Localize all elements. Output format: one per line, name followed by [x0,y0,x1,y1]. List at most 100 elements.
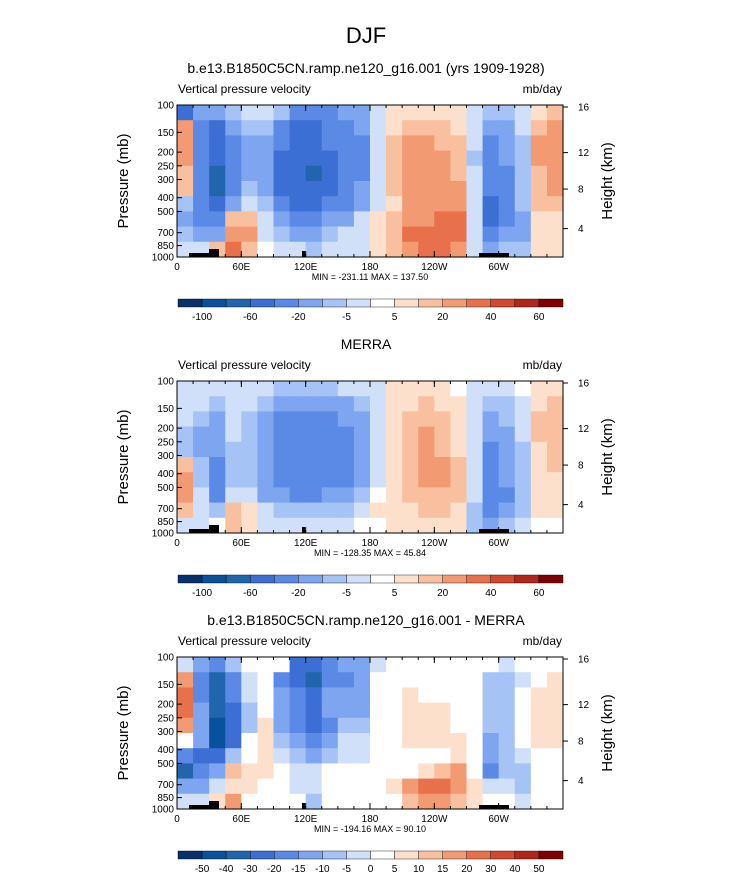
x-tick-label: 120E [294,262,318,273]
heatmap-cell [402,748,419,764]
heatmap-cell [321,748,339,764]
heatmap-cell [273,196,291,212]
heatmap-cell [482,381,500,397]
heatmap-cell [514,441,532,458]
heatmap-cell [514,487,532,504]
heatmap-cell [257,165,275,182]
heatmap-cell [305,763,323,780]
x-tick-label: 120E [294,814,318,825]
heatmap-cell [305,396,323,412]
colorbar-swatch [201,574,227,584]
heatmap-cell [337,105,355,121]
heatmap-cell [337,196,355,212]
terrain-mask [189,801,509,809]
colorbar-swatch [394,574,419,584]
heatmap-cell [450,105,468,121]
y-tick-label: 500 [157,207,174,218]
heatmap-cell [386,120,403,136]
heatmap-cell [482,211,500,228]
heatmap-cell [273,778,291,795]
heatmap-cell [530,487,548,504]
heatmap-cell [209,181,226,197]
y-tick-label: 250 [157,713,174,724]
heatmap-cell [482,457,500,473]
heatmap-cell [353,411,371,428]
heatmap-cell [514,717,532,734]
colorbar-swatch [466,850,492,860]
heatmap-cell [370,672,387,688]
heatmap-cell [386,748,403,764]
heatmap-cell [353,793,371,810]
heatmap-cell [482,717,500,734]
heatmap-cell [514,763,532,780]
heatmap-cell [530,687,548,704]
colorbar-label: 40 [485,588,497,599]
heatmap-cell [530,457,548,473]
heatmap-cell [353,778,371,795]
heatmap-cell [225,487,242,504]
heatmap-cell [209,778,226,795]
heatmap-cell [434,702,452,719]
heatmap-cell [273,181,291,197]
heatmap-cell [225,381,242,397]
heatmap-cell [177,426,194,443]
heatmap-cell [514,502,532,519]
heatmap-cell [434,120,452,136]
heatmap-cell [530,241,548,258]
heatmap-cell [193,120,210,136]
y-tick-label: 1000 [152,529,175,540]
heatmap-cell [530,181,548,197]
heatmap-cell [177,717,194,734]
heatmap-cell [546,517,564,534]
heatmap-cell [321,517,339,534]
heatmap-cell [386,426,403,443]
heatmap-cell [530,517,548,534]
y-tick-label: 1000 [152,805,175,816]
colorbar-swatch [466,298,492,308]
heatmap-cell [386,381,403,397]
heatmap-cell [530,502,548,519]
heatmap-cell [273,763,291,780]
colorbar-swatch [514,574,540,584]
heatmap-cell [402,196,419,212]
heatmap-cell [257,196,275,212]
heatmap-cell [321,472,339,488]
colorbar-label: 20 [437,312,449,323]
colorbar-label: -20 [267,864,282,873]
heatmap-cell [482,472,500,488]
heatmap-cell [418,396,435,412]
heatmap-cell [257,105,275,121]
heatmap-cell [466,717,484,734]
heatmap-cell [546,411,564,428]
colorbar-swatch [346,574,371,584]
heatmap-cell [337,733,355,749]
heatmap-cell [353,181,371,197]
heatmap-cell [225,196,242,212]
heatmap-cell [241,165,259,182]
heatmap-cell [370,396,387,412]
heatmap-cell [402,120,419,136]
heatmap-cell [321,702,339,719]
heatmap-cell [321,241,339,258]
heatmap-cell [209,441,226,458]
heatmap-cell [370,105,387,121]
heatmap-cell [418,457,435,473]
x-tick-label: 120E [294,538,318,549]
colorbar-swatch [394,850,419,860]
panel-right-label: mb/day [523,82,562,96]
heatmap-cell [225,502,242,519]
heatmap-cell [546,135,564,152]
heatmap-cell [498,226,516,243]
heatmap-cell [177,226,194,243]
heatmap-cell [450,241,468,258]
heatmap-cell [450,672,468,688]
heatmap-cell [514,426,532,443]
heatmap-cell [193,717,210,734]
heatmap-cell [321,487,339,504]
y2-tick-label: 8 [578,461,584,472]
heatmap-cell [289,702,307,719]
heatmap-cell [321,441,339,458]
panel-title: b.e13.B1850C5CN.ramp.ne120_g16.001 (yrs … [187,60,544,76]
y-tick-label: 850 [157,793,174,804]
heatmap-cell [193,150,210,167]
